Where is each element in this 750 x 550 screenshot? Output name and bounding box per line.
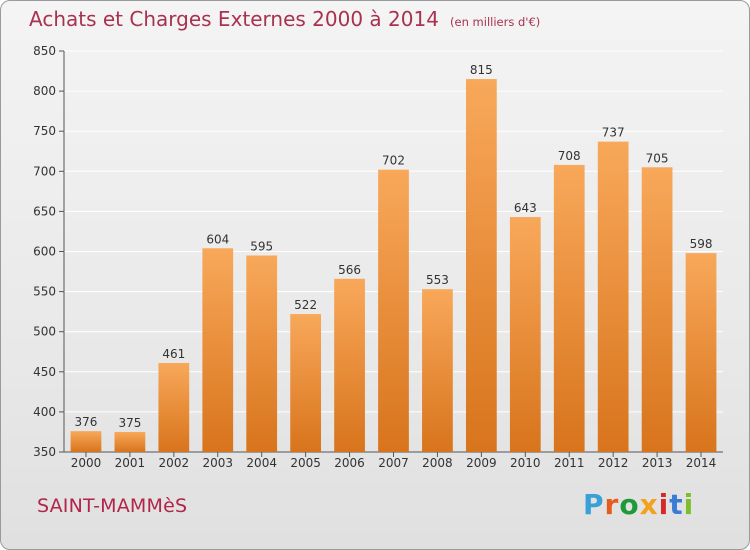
bar-2001	[114, 431, 146, 452]
bar-2002	[158, 362, 190, 452]
bar-2004	[246, 255, 278, 452]
x-tick-label-2002: 2002	[159, 456, 190, 470]
x-tick-label-2001: 2001	[115, 456, 146, 470]
labels: 350 400 450 500 550 600 650 700 750 800 850 376 2000…	[33, 44, 716, 470]
logo-letter: o	[619, 488, 640, 521]
y-tick-label: 750	[33, 124, 56, 138]
bar-2007	[378, 169, 409, 453]
logo-letter: x	[639, 488, 659, 521]
logo-letter: t	[669, 488, 684, 521]
y-tick-label: 550	[33, 285, 56, 299]
data-label-2005: 522	[294, 298, 317, 312]
x-tick-label-2012: 2012	[598, 456, 629, 470]
x-tick-label-2010: 2010	[510, 456, 541, 470]
commune-name: SAINT-MAMMèS	[37, 495, 188, 517]
y-tick-label: 400	[33, 405, 56, 419]
bar-2008	[422, 289, 453, 452]
data-label-2010: 643	[514, 201, 537, 215]
logo-letter: P	[583, 488, 605, 521]
data-label-2013: 705	[646, 151, 669, 165]
x-tick-label-2007: 2007	[378, 456, 409, 470]
x-tick-label-2013: 2013	[642, 456, 673, 470]
data-label-2012: 737	[602, 126, 625, 140]
x-tick-label-2009: 2009	[466, 456, 497, 470]
data-label-2004: 595	[250, 240, 273, 254]
proxiti-logo: Proxiti	[583, 488, 694, 521]
x-tick-label-2008: 2008	[422, 456, 453, 470]
logo-letter: i	[683, 488, 695, 521]
data-label-2008: 553	[426, 273, 449, 287]
bar-2009	[465, 79, 497, 452]
bar-2012	[597, 141, 629, 452]
y-tick-label: 500	[33, 325, 56, 339]
data-label-2014: 598	[690, 237, 713, 251]
y-tick-label: 700	[33, 164, 56, 178]
data-label-2003: 604	[206, 232, 229, 246]
logo-letter: i	[658, 488, 670, 521]
bar-2014	[685, 253, 717, 452]
y-tick-label: 350	[33, 445, 56, 459]
bar-2003	[202, 248, 234, 452]
x-tick-label-2014: 2014	[686, 456, 717, 470]
y-tick-label: 850	[33, 44, 56, 58]
chart-subtitle: (en milliers d'€)	[450, 15, 541, 29]
bar-2006	[334, 278, 365, 452]
x-tick-label-2005: 2005	[290, 456, 321, 470]
y-tick-label: 800	[33, 84, 56, 98]
bar-2000	[70, 431, 102, 452]
bar-2010	[509, 217, 541, 452]
data-label-2002: 461	[162, 347, 185, 361]
x-tick-label-2003: 2003	[202, 456, 233, 470]
bar-2013	[641, 167, 673, 453]
y-tick-label: 600	[33, 245, 56, 259]
y-tick-label: 450	[33, 365, 56, 379]
data-label-2001: 375	[118, 416, 141, 430]
data-label-2006: 566	[338, 263, 361, 277]
x-tick-label-2004: 2004	[246, 456, 277, 470]
x-tick-label-2006: 2006	[334, 456, 365, 470]
chart-title: Achats et Charges Externes 2000 à 2014	[29, 7, 439, 31]
x-tick-label-2011: 2011	[554, 456, 585, 470]
bars	[70, 79, 717, 453]
logo-letter: r	[604, 488, 620, 521]
bar-2005	[290, 314, 322, 452]
x-tick-label-2000: 2000	[71, 456, 102, 470]
bar-2011	[553, 164, 585, 452]
y-tick-label: 650	[33, 204, 56, 218]
chart-title-block: Achats et Charges Externes 2000 à 2014 (…	[29, 7, 540, 31]
data-label-2007: 702	[382, 154, 405, 168]
data-label-2011: 708	[558, 149, 581, 163]
data-label-2000: 376	[75, 415, 98, 429]
data-label-2009: 815	[470, 63, 493, 77]
